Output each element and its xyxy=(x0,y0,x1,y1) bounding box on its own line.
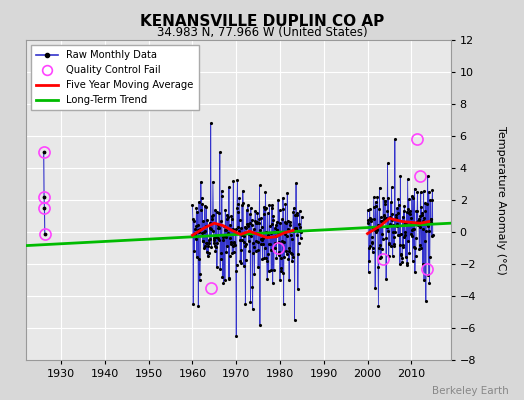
Text: Berkeley Earth: Berkeley Earth xyxy=(432,386,508,396)
Text: 34.983 N, 77.966 W (United States): 34.983 N, 77.966 W (United States) xyxy=(157,26,367,39)
Text: KENANSVILLE DUPLIN CO AP: KENANSVILLE DUPLIN CO AP xyxy=(140,14,384,29)
Y-axis label: Temperature Anomaly (°C): Temperature Anomaly (°C) xyxy=(496,126,506,274)
Legend: Raw Monthly Data, Quality Control Fail, Five Year Moving Average, Long-Term Tren: Raw Monthly Data, Quality Control Fail, … xyxy=(31,45,199,110)
